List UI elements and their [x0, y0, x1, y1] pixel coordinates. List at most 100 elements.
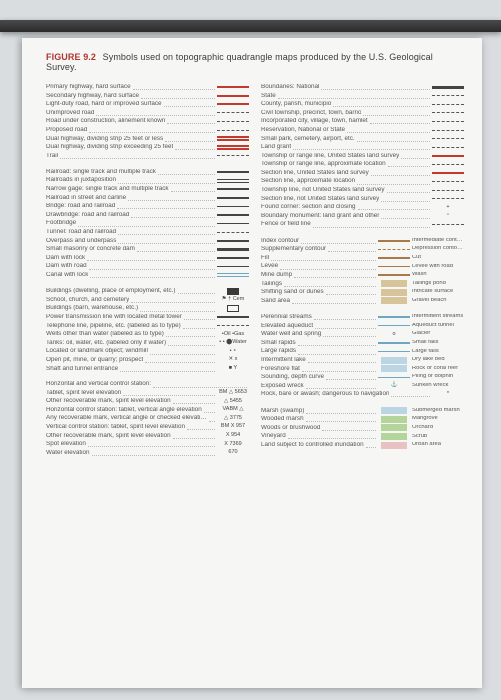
legend-row: Telephone line, pipeline, etc. (labeled … [46, 322, 249, 329]
figure-label: FIGURE 9.2 [46, 52, 96, 62]
legend-label: Tunnel: road and railroad [46, 229, 116, 235]
legend-symbol [378, 407, 410, 414]
legend-symbol [432, 152, 464, 159]
legend-row: Index contourIntermediate contour [261, 237, 464, 244]
leader-dots [306, 383, 376, 389]
legend-label: Small park, cemetery, airport, etc. [261, 136, 355, 142]
legend-row: Horizontal control station: tablet, vert… [46, 406, 249, 413]
legend-symbol: • • ⬤Water [217, 339, 249, 346]
legend-label: Found corner: section and closing [261, 204, 356, 210]
legend-symbol [217, 288, 249, 295]
legend-row: Buildings (dwelling, place of employment… [46, 288, 249, 295]
legend-row: Shifting sand or dunesIntricate surface [261, 289, 464, 296]
legend-row: Dual highway, dividing strip exceeding 2… [46, 144, 249, 151]
legend-label-right: Tailings pond [410, 281, 464, 287]
legend-row: Canal with lock [46, 272, 249, 279]
legend-label: Perennial streams [261, 314, 312, 320]
legend-symbol [217, 203, 249, 210]
leader-dots [90, 272, 215, 278]
legend-row: Levee Levee with road [261, 263, 464, 270]
legend-columns: Primary highway, hard surfaceSecondary h… [46, 82, 464, 458]
legend-symbol [432, 92, 464, 99]
legend-symbol [378, 237, 410, 244]
legend-row: Rock, bare or awash; dangerous to naviga… [261, 391, 464, 398]
leader-dots [167, 118, 215, 124]
legend-row: Found corner: section and closing+ [261, 204, 464, 211]
legend-symbol: △ 3775 [217, 415, 249, 422]
legend-symbol [378, 297, 410, 304]
legend-label: Large rapids [261, 348, 296, 354]
leader-dots [357, 179, 430, 185]
legend-label: Elevated aqueduct [261, 323, 313, 329]
legend-row: Township or range line, United States la… [261, 152, 464, 159]
legend-label: Buildings (barn, warehouse, etc.) [46, 305, 138, 311]
legend-row: Tanks: oil, water, etc. (labeled only if… [46, 339, 249, 346]
legend-label: Trail [46, 153, 58, 159]
leader-dots [153, 382, 247, 388]
legend-row: Small masonry or concrete dam [46, 246, 249, 253]
legend-label: Horizontal control station: tablet, vert… [46, 407, 202, 413]
leader-dots [131, 297, 215, 303]
leader-dots [333, 101, 430, 107]
legend-symbol [432, 221, 464, 228]
legend-label: Dam with lock [46, 255, 85, 261]
legend-label: Section line, approximate location [261, 178, 355, 184]
legend-label-right: Submerged marsh [410, 408, 464, 414]
legend-row: Township or range line, approximate loca… [261, 161, 464, 168]
leader-dots [381, 213, 430, 219]
leader-dots [168, 340, 215, 346]
leader-dots [87, 255, 215, 261]
legend-symbol [217, 169, 249, 176]
legend-label: Foreshore flat [261, 366, 300, 372]
legend-symbol [217, 212, 249, 219]
leader-dots [158, 169, 215, 175]
leader-dots [88, 441, 215, 447]
legend-row: Spot elevation X 7369 [46, 441, 249, 448]
legend-label: Land grant [261, 144, 291, 150]
legend-symbol [217, 101, 249, 108]
figure-heading: FIGURE 9.2 Symbols used on topographic q… [46, 52, 464, 72]
legend-label: Vineyard [261, 433, 286, 439]
legend-row: Shaft and tunnel entrance■ Y [46, 365, 249, 372]
legend-label-right: Intricate surface [410, 289, 464, 295]
legend-row: Dam with road [46, 263, 249, 270]
legend-label: Township line, not United States land su… [261, 187, 385, 193]
legend-row: Tunnel: road and railroad [46, 229, 249, 236]
legend-label: Small rapids [261, 340, 296, 346]
legend-label: Located or landmark object; windmill [46, 348, 148, 354]
legend-label: Mine dump [261, 272, 292, 278]
leader-dots [314, 314, 376, 320]
legend-label-right: Rock or coral reef [410, 366, 464, 372]
legend-symbol: X 7369 [217, 441, 249, 448]
legend-label: Levee [261, 263, 278, 269]
legend-symbol [217, 314, 249, 321]
legend-symbol: ▫ [432, 213, 464, 220]
legend-label-right: Glacier [410, 331, 464, 337]
leader-dots [118, 178, 215, 184]
legend-symbol [378, 433, 410, 440]
leader-dots [370, 118, 430, 124]
scanner-edge [0, 20, 501, 32]
legend-row: Marsh (swamp)Submerged marsh [261, 407, 464, 414]
legend-label: Boundary monument: land grant and other [261, 213, 379, 219]
legend-row: Proposed road [46, 127, 249, 134]
leader-dots [209, 416, 215, 422]
leader-dots [118, 229, 215, 235]
leader-dots [388, 161, 430, 167]
legend-symbol [217, 237, 249, 244]
legend-label: Sand area [261, 298, 290, 304]
legend-symbol: ⚓ [378, 382, 410, 389]
legend-symbol [378, 424, 410, 431]
leader-dots [92, 450, 215, 456]
legend-label: Supplementary contour [261, 246, 326, 252]
legend-label: Tanks: oil, water, etc. (labeled only if… [46, 340, 166, 346]
leader-dots [137, 246, 215, 252]
legend-label-right: Levee with road [410, 264, 464, 270]
legend-label-right: Large falls [410, 349, 464, 355]
legend-label: Spot elevation [46, 441, 86, 447]
legend-label-right: Depression contours [410, 246, 464, 252]
leader-dots [323, 331, 376, 337]
legend-label-right: Dry lake bed [410, 357, 464, 363]
leader-dots [363, 110, 430, 116]
legend-label: Incorporated city, village, town, hamlet [261, 118, 368, 124]
